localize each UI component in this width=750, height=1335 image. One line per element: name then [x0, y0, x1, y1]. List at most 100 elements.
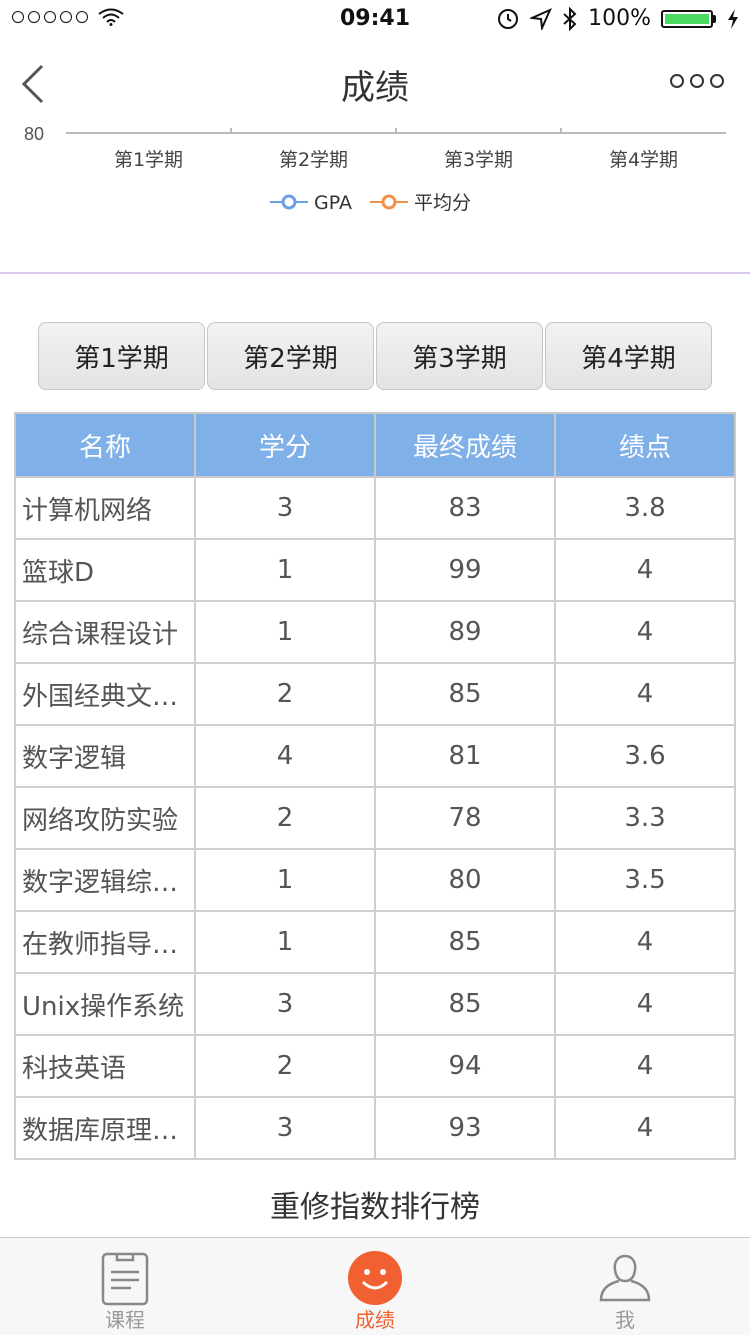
legend-label: 平均分 [414, 192, 471, 214]
tab-term-2[interactable]: 第2学期 [207, 322, 374, 390]
credit-cell: 2 [194, 1034, 376, 1098]
score-chart: 80 第1学期 第2学期 第3学期 第4学期 GPA 平均分 [0, 118, 750, 272]
gpa-cell: 4 [554, 1096, 736, 1160]
page-title: 成绩 [341, 68, 409, 108]
course-icon [101, 1252, 149, 1306]
gpa-cell: 3.8 [554, 476, 736, 540]
score-cell: 85 [374, 972, 556, 1036]
term-tabs: 第1学期 第2学期 第3学期 第4学期 [38, 322, 714, 390]
table-row: 在教师指导… 1 85 4 [14, 910, 736, 974]
score-cell: 85 [374, 662, 556, 726]
gpa-cell: 3.5 [554, 848, 736, 912]
credit-cell: 1 [194, 910, 376, 974]
x-tick-label: 第4学期 [609, 149, 678, 171]
bluetooth-icon [563, 6, 577, 31]
alarm-icon [498, 8, 519, 29]
tabbar-item-grades[interactable]: 成绩 [250, 1238, 500, 1335]
score-cell: 78 [374, 786, 556, 850]
score-cell: 99 [374, 538, 556, 602]
chart-canvas: 80 第1学期 第2学期 第3学期 第4学期 GPA 平均分 [24, 124, 726, 214]
gpa-cell: 4 [554, 538, 736, 602]
score-cell: 83 [374, 476, 556, 540]
x-tick-label: 第2学期 [279, 149, 348, 171]
section-title: 重修指数排行榜 [270, 1190, 480, 1225]
gpa-cell: 4 [554, 1034, 736, 1098]
score-cell: 94 [374, 1034, 556, 1098]
tabbar-label-grades: 成绩 [355, 1308, 395, 1332]
course-name-cell: 数据库原理… [14, 1096, 196, 1160]
grades-table: 名称 学分 最终成绩 绩点 计算机网络 3 83 3.8 篮球D 1 99 4 综合课程设计 1 8… [14, 412, 736, 1160]
gpa-cell: 3.6 [554, 724, 736, 788]
tabbar-item-course[interactable]: 课程 [0, 1238, 250, 1335]
header-gpa: 绩点 [554, 412, 736, 478]
table-header-row: 名称 学分 最终成绩 绩点 [14, 412, 736, 478]
credit-cell: 3 [194, 476, 376, 540]
gpa-cell: 4 [554, 910, 736, 974]
table-row: 外国经典文… 2 85 4 [14, 662, 736, 726]
status-bar: 09:41 100% [0, 0, 750, 40]
course-name-cell: Unix操作系统 [14, 972, 196, 1036]
credit-cell: 1 [194, 848, 376, 912]
tab-term-3[interactable]: 第3学期 [376, 322, 543, 390]
credit-cell: 3 [194, 972, 376, 1036]
y-tick-label: 80 [24, 124, 44, 144]
more-icon[interactable] [670, 74, 724, 88]
gpa-cell: 4 [554, 600, 736, 664]
table-row: 网络攻防实验 2 78 3.3 [14, 786, 736, 850]
user-icon [599, 1254, 651, 1302]
tabbar-label-course: 课程 [105, 1308, 145, 1332]
course-name-cell: 综合课程设计 [14, 600, 196, 664]
legend-item[interactable]: 平均分 [370, 192, 471, 214]
legend-marker [281, 194, 297, 210]
credit-cell: 4 [194, 724, 376, 788]
status-time: 09:41 [339, 6, 411, 31]
course-name-cell: 篮球D [14, 538, 196, 602]
course-name-cell: 数字逻辑 [14, 724, 196, 788]
table-row: 综合课程设计 1 89 4 [14, 600, 736, 664]
back-icon[interactable] [18, 62, 46, 106]
table-row: 数字逻辑综… 1 80 3.5 [14, 848, 736, 912]
tabbar-label-me: 我 [615, 1308, 635, 1332]
course-name-cell: 外国经典文… [14, 662, 196, 726]
credit-cell: 2 [194, 662, 376, 726]
table-row: 科技英语 2 94 4 [14, 1034, 736, 1098]
gpa-cell: 3.3 [554, 786, 736, 850]
chart-divider [0, 272, 750, 274]
wifi-icon [98, 8, 124, 26]
table-row: 数据库原理… 3 93 4 [14, 1096, 736, 1160]
score-cell: 80 [374, 848, 556, 912]
header-name: 名称 [14, 412, 196, 478]
legend-marker [381, 194, 397, 210]
tab-bar: 课程 成绩 我 [0, 1237, 750, 1335]
table-row: 篮球D 1 99 4 [14, 538, 736, 602]
table-row: 计算机网络 3 83 3.8 [14, 476, 736, 540]
score-cell: 81 [374, 724, 556, 788]
tabbar-item-me[interactable]: 我 [500, 1238, 750, 1335]
gpa-cell: 4 [554, 972, 736, 1036]
score-cell: 93 [374, 1096, 556, 1160]
credit-cell: 1 [194, 600, 376, 664]
smile-icon [348, 1251, 402, 1305]
signal-icon [12, 11, 88, 23]
charging-icon [728, 8, 738, 29]
credit-cell: 3 [194, 1096, 376, 1160]
table-row: 数字逻辑 4 81 3.6 [14, 724, 736, 788]
legend-label: GPA [314, 192, 352, 214]
header-credit: 学分 [194, 412, 376, 478]
course-name-cell: 计算机网络 [14, 476, 196, 540]
x-tick-label: 第1学期 [114, 149, 183, 171]
location-icon [530, 7, 553, 30]
tab-term-4[interactable]: 第4学期 [545, 322, 712, 390]
course-name-cell: 在教师指导… [14, 910, 196, 974]
tab-term-1[interactable]: 第1学期 [38, 322, 205, 390]
legend-item[interactable]: GPA [270, 192, 352, 214]
credit-cell: 2 [194, 786, 376, 850]
course-name-cell: 数字逻辑综… [14, 848, 196, 912]
nav-bar: 成绩 [0, 40, 750, 128]
header-score: 最终成绩 [374, 412, 556, 478]
course-name-cell: 科技英语 [14, 1034, 196, 1098]
battery-icon [661, 9, 713, 28]
credit-cell: 1 [194, 538, 376, 602]
table-row: Unix操作系统 3 85 4 [14, 972, 736, 1036]
battery-percent: 100% [588, 6, 651, 31]
